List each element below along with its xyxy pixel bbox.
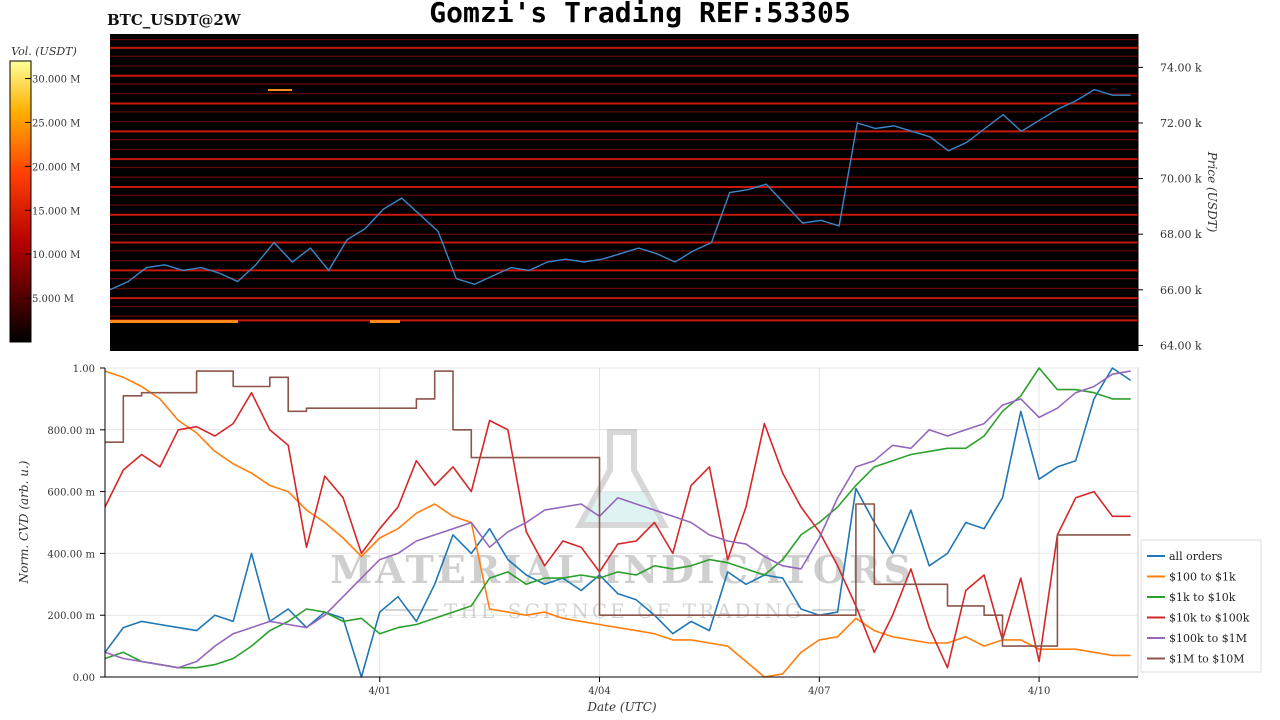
- flask-liquid: [584, 492, 660, 522]
- legend-label: $100k to $1M: [1169, 632, 1247, 645]
- date-axis-label: Date (UTC): [586, 700, 656, 714]
- y-tick-label: 800.00 m: [47, 426, 95, 437]
- colorbar-tick-label: 5.000 M: [32, 294, 74, 305]
- colorbar-tick-label: 15.000 M: [32, 206, 80, 217]
- legend-label: all orders: [1169, 550, 1223, 563]
- heatmap-background: [110, 34, 1138, 351]
- cvd-panel: MATERIAL INDICATORS THE SCIENCE OF TRADI…: [17, 364, 1139, 714]
- price-tick-label: 68.00 k: [1160, 228, 1202, 241]
- colorbar-label: Vol. (USDT): [11, 45, 77, 58]
- y-tick-label: 400.00 m: [47, 549, 95, 560]
- x-tick-label: 4/04: [588, 686, 610, 697]
- series-line: [104, 370, 1131, 669]
- legend-label: $1M to $10M: [1169, 653, 1245, 666]
- colorbar-tick-label: 10.000 M: [32, 250, 80, 261]
- series-line: [104, 367, 1132, 678]
- price-line: [109, 88, 1131, 291]
- heatmap-hotspot: [370, 320, 400, 323]
- flask-logo: [574, 429, 670, 528]
- watermark-brand: MATERIAL INDICATORS: [330, 547, 914, 592]
- series-line: [104, 391, 1131, 669]
- colorbar-tick-label: 30.000 M: [32, 75, 80, 86]
- legend-box: [1140, 539, 1262, 673]
- cvd-axis-label: Norm. CVD (arb. u.): [17, 460, 31, 584]
- y-tick-label: 1.00: [73, 364, 95, 375]
- heatmap-levels: [110, 38, 1138, 322]
- legend-label: $100 to $1k: [1169, 571, 1236, 584]
- x-tick-label: 4/01: [368, 686, 390, 697]
- price-tick-label: 64.00 k: [1160, 339, 1202, 352]
- price-tick-label: 74.00 k: [1160, 61, 1202, 74]
- page-title: Gomzi's Trading REF:53305: [429, 0, 851, 29]
- heatmap-hotspot: [268, 89, 292, 91]
- y-tick-label: 0.00: [73, 673, 95, 684]
- colorbar-tick-label: 25.000 M: [32, 118, 80, 129]
- legend: all orders $100 to $1k $1k to $10k $10k to …: [1140, 539, 1262, 673]
- price-axis-label: Price (USDT): [1205, 151, 1219, 233]
- price-tick-label: 70.00 k: [1160, 173, 1202, 186]
- colorbar-gradient: [9, 60, 32, 343]
- heatmap-hotspot: [110, 320, 238, 323]
- y-tick-label: 600.00 m: [47, 488, 95, 499]
- legend-label: $10k to $100k: [1169, 612, 1250, 625]
- price-tick-label: 66.00 k: [1160, 284, 1202, 297]
- series-line: [105, 370, 1131, 647]
- cvd-series-lines: [104, 367, 1132, 678]
- price-tick-label: 72.00 k: [1160, 117, 1202, 130]
- heatmap-panel: 64.00 k 66.00 k 68.00 k 70.00 k 72.00 k 74.00…: [109, 34, 1219, 352]
- legend-items: all orders $100 to $1k $1k to $10k $10k to …: [1147, 550, 1250, 666]
- colorbar-tick-label: 20.000 M: [32, 162, 80, 173]
- colorbar-ticks: 5.000 M 10.000 M 15.000 M 20.000 M 25.000 M 3…: [25, 75, 80, 305]
- colorbar: Vol. (USDT) 5.000 M 10.000 M 15.000 M 20.00…: [9, 45, 80, 343]
- cvd-axes: 0.00 200.00 m 400.00 m 600.00 m 800.00 m 1.00…: [47, 364, 1138, 697]
- legend-label: $1k to $10k: [1169, 591, 1236, 604]
- price-axis: 64.00 k 66.00 k 68.00 k 70.00 k 72.00 k 74.00…: [1137, 34, 1202, 352]
- symbol-label: BTC_USDT@2W: [107, 11, 241, 29]
- series-line: [104, 367, 1131, 669]
- x-tick-label: 4/10: [1028, 686, 1050, 697]
- y-tick-label: 200.00 m: [47, 611, 95, 622]
- series-line: [104, 370, 1131, 678]
- x-tick-label: 4/07: [808, 686, 830, 697]
